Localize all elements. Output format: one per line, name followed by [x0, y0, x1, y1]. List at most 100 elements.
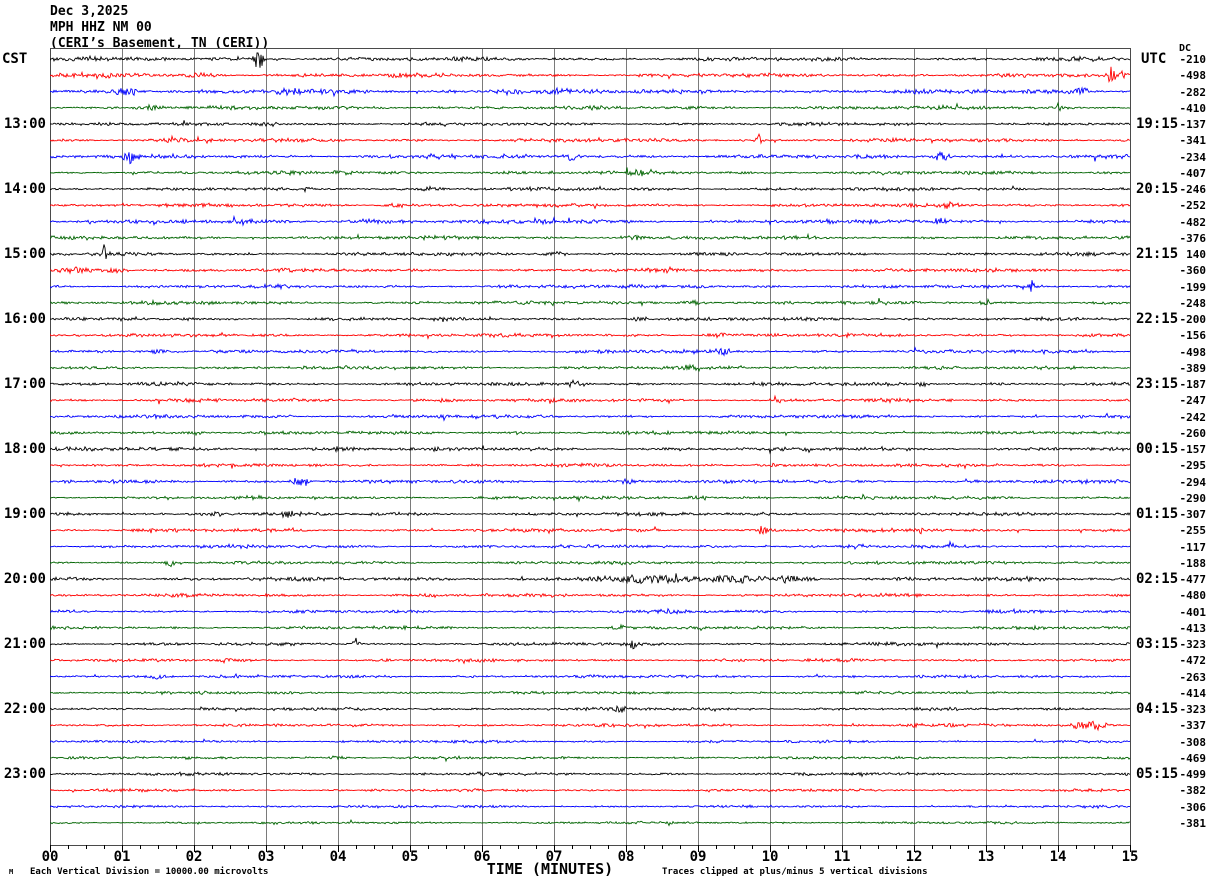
- seismogram-trace-7: [50, 167, 1131, 177]
- seismogram-trace-38: [50, 672, 1130, 680]
- dc-offset-value: -246: [1179, 183, 1207, 196]
- minute-tick-label: 10: [761, 849, 779, 865]
- seismogram-trace-36: [50, 637, 1131, 650]
- watermark-glyph: M: [9, 868, 14, 876]
- dc-column-header: DC: [1179, 43, 1192, 54]
- cst-time-label: 15:00: [3, 246, 46, 262]
- dc-offset-value: -307: [1179, 508, 1207, 521]
- seismogram-trace-40: [50, 704, 1131, 713]
- utc-time-label: 01:15: [1136, 506, 1179, 522]
- seismogram-trace-34: [50, 607, 1131, 615]
- seismogram-trace-1: [50, 66, 1131, 84]
- dc-offset-value: -477: [1179, 573, 1207, 586]
- dc-offset-value: -382: [1179, 784, 1207, 798]
- seismogram-trace-18: [50, 346, 1131, 357]
- dc-offset-value: -498: [1179, 345, 1207, 359]
- seismogram-trace-43: [50, 755, 1131, 763]
- utc-time-label: 19:15: [1136, 116, 1179, 132]
- dc-offset-value: -337: [1179, 719, 1207, 733]
- seismogram-trace-24: [50, 445, 1131, 455]
- seismogram-trace-32: [50, 573, 1131, 585]
- utc-time-label: 05:15: [1136, 766, 1179, 782]
- dc-offset-value: -157: [1179, 443, 1207, 456]
- dc-offset-value: -247: [1179, 394, 1207, 408]
- dc-offset-value: -341: [1179, 134, 1207, 148]
- dc-offset-value: -323: [1179, 703, 1207, 716]
- dc-offset-value: -199: [1179, 280, 1207, 294]
- seismogram-trace-42: [50, 738, 1131, 745]
- seismogram-trace-13: [50, 265, 1131, 275]
- dc-offset-value: -360: [1179, 264, 1207, 278]
- dc-offset-value: -156: [1179, 329, 1207, 343]
- seismogram-trace-26: [50, 477, 1131, 486]
- dc-offset-value: -137: [1179, 118, 1207, 131]
- cst-time-label: 13:00: [3, 116, 46, 132]
- dc-offset-value: -413: [1179, 621, 1207, 635]
- seismogram-trace-19: [50, 363, 1131, 373]
- seismogram-trace-14: [50, 280, 1131, 292]
- dc-offset-value: -306: [1179, 800, 1207, 814]
- dc-offset-value: -410: [1179, 101, 1207, 115]
- title-station: MPH HHZ NM 00: [50, 20, 152, 35]
- dc-offset-value: -498: [1179, 69, 1207, 83]
- minute-tick-label: 15: [1121, 849, 1139, 865]
- seismogram-trace-11: [50, 232, 1131, 242]
- dc-offset-value: -381: [1179, 816, 1207, 830]
- dc-offset-value: -407: [1179, 166, 1207, 180]
- scale-note: Each Vertical Division = 10000.00 microv…: [30, 867, 269, 877]
- seismogram-trace-27: [50, 493, 1131, 503]
- minute-tick-label: 03: [257, 849, 275, 865]
- dc-offset-value: -255: [1179, 524, 1207, 538]
- seismogram-trace-44: [50, 770, 1131, 778]
- seismogram-trace-21: [50, 394, 1131, 405]
- dc-offset-value: -260: [1179, 426, 1207, 440]
- seismogram-trace-3: [50, 101, 1131, 112]
- seismogram-trace-31: [50, 560, 1131, 568]
- utc-time-label: 21:15: [1136, 246, 1179, 262]
- utc-time-label: 22:15: [1136, 311, 1179, 327]
- seismogram-trace-29: [50, 525, 1131, 536]
- minute-tick-label: 07: [545, 849, 563, 865]
- utc-time-label: 02:15: [1136, 571, 1179, 587]
- minute-tick-label: 09: [689, 849, 707, 865]
- minute-tick-label: 00: [41, 849, 59, 865]
- utc-time-label: 03:15: [1136, 636, 1179, 652]
- dc-offset-value: -290: [1179, 491, 1207, 505]
- dc-offset-value: -294: [1179, 475, 1207, 489]
- dc-offset-value: -248: [1179, 296, 1207, 310]
- dc-offset-value: -234: [1179, 150, 1207, 164]
- seismogram-trace-16: [50, 315, 1131, 323]
- utc-time-label: 00:15: [1136, 441, 1179, 457]
- clip-note: Traces clipped at plus/minus 5 vertical …: [662, 867, 928, 877]
- dc-offset-value: -282: [1179, 85, 1207, 99]
- utc-time-label: 20:15: [1136, 181, 1179, 197]
- seismogram-trace-9: [50, 200, 1131, 210]
- dc-offset-value: -295: [1179, 459, 1207, 473]
- seismogram-trace-12: [50, 244, 1131, 259]
- minute-tick-label: 06: [473, 849, 491, 865]
- cst-time-label: 14:00: [3, 181, 46, 197]
- seismogram-trace-2: [50, 86, 1131, 98]
- seismogram-trace-25: [50, 462, 1131, 470]
- seismogram-trace-39: [50, 689, 1131, 696]
- cst-time-label: 18:00: [3, 441, 46, 457]
- seismogram-trace-17: [50, 331, 1131, 340]
- cst-time-label: 23:00: [3, 766, 46, 782]
- dc-offset-value: -389: [1179, 361, 1207, 375]
- seismogram-trace-6: [50, 150, 1130, 165]
- dc-offset-value: -414: [1179, 686, 1207, 700]
- seismogram-trace-8: [50, 185, 1131, 194]
- plot-frame: [50, 48, 1131, 846]
- cst-time-label: 17:00: [3, 376, 46, 392]
- minute-tick-label: 12: [905, 849, 923, 865]
- dc-offset-value: -482: [1179, 215, 1207, 229]
- dc-offset-value: -308: [1179, 735, 1207, 749]
- seismogram-trace-28: [50, 510, 1131, 519]
- seismogram-trace-22: [50, 412, 1131, 422]
- dc-offset-value: -323: [1179, 638, 1207, 651]
- seismogram-trace-15: [50, 297, 1131, 307]
- cst-time-label: 16:00: [3, 311, 46, 327]
- seismogram-trace-41: [50, 720, 1131, 732]
- minute-tick-label: 13: [977, 849, 995, 865]
- seismogram-trace-47: [50, 819, 1130, 827]
